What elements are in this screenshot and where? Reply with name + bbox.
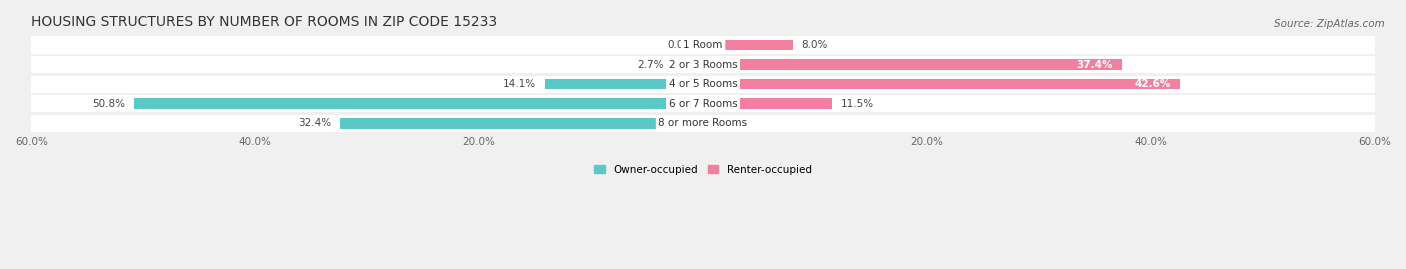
Bar [340,118,703,129]
Text: HOUSING STRUCTURES BY NUMBER OF ROOMS IN ZIP CODE 15233: HOUSING STRUCTURES BY NUMBER OF ROOMS IN… [31,15,498,29]
Bar [31,76,1375,93]
Bar [703,59,1122,70]
Text: 42.6%: 42.6% [1135,79,1171,89]
Bar [135,98,703,109]
Bar [673,59,703,70]
Text: 11.5%: 11.5% [841,99,873,109]
Text: 1 Room: 1 Room [683,40,723,50]
Text: 0.0%: 0.0% [668,40,695,50]
Text: 0.49%: 0.49% [717,118,751,128]
Text: 4 or 5 Rooms: 4 or 5 Rooms [669,79,737,89]
Bar [546,79,703,90]
Bar [31,115,1375,132]
Bar [31,37,1375,54]
Text: 50.8%: 50.8% [93,99,125,109]
Text: 6 or 7 Rooms: 6 or 7 Rooms [669,99,737,109]
Bar [31,56,1375,73]
Bar [31,95,1375,112]
Legend: Owner-occupied, Renter-occupied: Owner-occupied, Renter-occupied [591,160,815,179]
Text: 8 or more Rooms: 8 or more Rooms [658,118,748,128]
Bar [703,118,709,129]
Text: 2.7%: 2.7% [637,60,664,70]
Text: 8.0%: 8.0% [801,40,828,50]
Bar [703,79,1180,90]
Text: 32.4%: 32.4% [298,118,332,128]
Text: 14.1%: 14.1% [503,79,536,89]
Text: Source: ZipAtlas.com: Source: ZipAtlas.com [1274,19,1385,29]
Bar [703,40,793,51]
Text: 2 or 3 Rooms: 2 or 3 Rooms [669,60,737,70]
Bar [703,98,832,109]
Text: 37.4%: 37.4% [1076,60,1112,70]
